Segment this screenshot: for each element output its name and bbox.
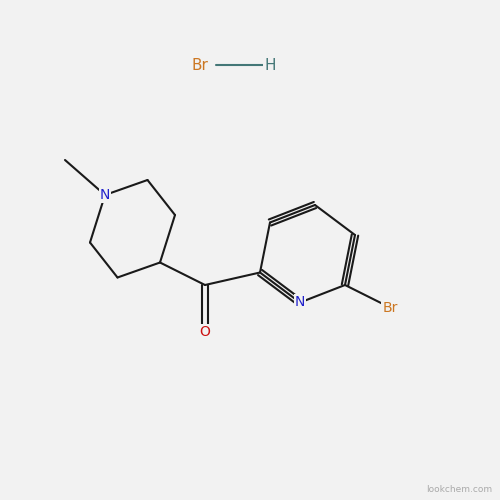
Text: Br: Br (192, 58, 208, 72)
Text: O: O (200, 326, 210, 340)
Text: H: H (264, 58, 276, 72)
Text: N: N (100, 188, 110, 202)
Text: N: N (295, 296, 305, 310)
Text: Br: Br (382, 300, 398, 314)
Text: lookchem.com: lookchem.com (426, 485, 492, 494)
